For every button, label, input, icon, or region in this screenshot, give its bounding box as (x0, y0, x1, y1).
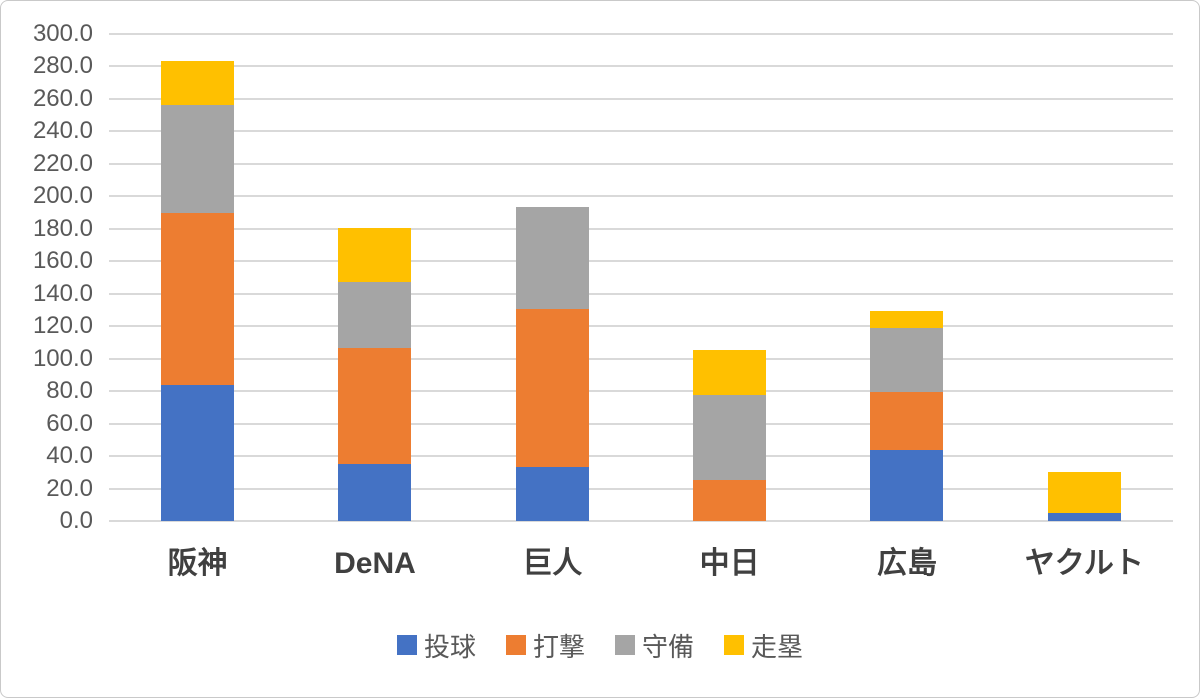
legend-swatch-icon (505, 635, 526, 655)
bar-segment-投球 (515, 467, 589, 521)
legend-label: 投球 (423, 631, 476, 662)
x-axis-label: DeNA (334, 547, 416, 580)
stacked-bar (161, 60, 235, 521)
y-axis-tick-label: 120.0 (32, 312, 93, 340)
legend-entry: 走塁 (724, 627, 803, 664)
bar-segment-守備 (870, 327, 944, 392)
legend-swatch-icon (724, 635, 745, 655)
bar-segment-打撃 (161, 213, 235, 386)
x-axis-label: ヤクルト (1024, 547, 1144, 580)
bar-segment-守備 (515, 206, 589, 310)
y-axis-tick-label: 160.0 (32, 247, 93, 275)
gridline (109, 33, 1173, 35)
bars-container (109, 34, 1173, 521)
legend-entry: 打撃 (505, 627, 585, 664)
gridline (109, 97, 1173, 100)
y-axis-tick-label: 20.0 (46, 474, 93, 502)
x-axis-label: 阪神 (167, 547, 228, 580)
stacked-bar (515, 206, 589, 521)
category-slot (109, 34, 286, 521)
y-axis-tick-label: 100.0 (32, 344, 93, 372)
y-axis-tick-label: 60.0 (46, 409, 93, 437)
gridline (109, 520, 1173, 522)
legend-entry: 投球 (396, 627, 476, 664)
category-slot (286, 34, 463, 521)
gridline (109, 195, 1173, 198)
gridline (109, 390, 1173, 393)
y-axis-tick-label: 140.0 (32, 279, 93, 307)
bar-segment-走塁 (870, 310, 944, 328)
bar-segment-打撃 (693, 479, 767, 521)
bar-segment-走塁 (338, 228, 412, 283)
legend-label: 守備 (642, 631, 695, 662)
gridline (109, 130, 1173, 133)
bar-segment-走塁 (161, 60, 235, 106)
legend-swatch-icon (615, 635, 635, 655)
category-slot (996, 34, 1173, 521)
y-axis-tick-label: 40.0 (46, 442, 93, 470)
bar-segment-投球 (161, 385, 235, 521)
y-axis-tick-label: 260.0 (32, 84, 93, 112)
legend-label: 走塁 (751, 631, 804, 662)
y-axis-tick-label: 220.0 (32, 149, 93, 177)
stacked-bar (1047, 472, 1121, 521)
legend-entry: 守備 (615, 627, 694, 664)
x-axis-label: 中日 (699, 547, 760, 580)
y-axis-tick-label: 200.0 (32, 182, 93, 210)
bar-segment-守備 (338, 282, 412, 349)
gridline (109, 162, 1173, 165)
gridline (109, 357, 1173, 360)
gridline (109, 260, 1173, 263)
bar-segment-投球 (338, 464, 412, 521)
y-axis-tick-label: 240.0 (32, 117, 93, 145)
bar-segment-守備 (161, 105, 235, 214)
y-axis-tick-label: 300.0 (32, 20, 93, 47)
gridline (109, 487, 1173, 490)
category-slot (818, 34, 995, 521)
gridline (109, 292, 1173, 295)
legend-label: 打撃 (532, 631, 585, 662)
category-slot (464, 34, 641, 521)
y-axis-tick-label: 80.0 (46, 377, 93, 405)
bar-segment-投球 (1047, 512, 1121, 521)
y-axis-tick-label: 180.0 (32, 214, 93, 242)
gridline (109, 325, 1173, 328)
bar-segment-走塁 (1047, 472, 1121, 513)
bar-segment-投球 (870, 450, 944, 521)
gridline (109, 65, 1173, 68)
bar-segment-打撃 (870, 391, 944, 451)
stacked-bar (693, 349, 767, 521)
gridline (109, 455, 1173, 458)
stacked-bar (870, 310, 944, 521)
y-axis-tick-label: 0.0 (59, 507, 93, 534)
y-axis-tick-label: 280.0 (32, 52, 93, 80)
y-axis: 0.0 20.0 40.0 60.0 80.0 100.0 120.0 140.0 160.0 1… (1, 1, 101, 697)
gridline (109, 422, 1173, 425)
stacked-bar (338, 228, 412, 521)
legend-swatch-icon (396, 635, 417, 655)
x-axis-label: 広島 (876, 547, 937, 580)
bar-segment-打撃 (515, 309, 589, 468)
gridline (109, 227, 1173, 230)
bar-segment-打撃 (338, 348, 412, 465)
x-axis-label: 巨人 (522, 547, 583, 580)
bar-segment-走塁 (693, 349, 767, 396)
bar-segment-守備 (693, 395, 767, 480)
category-slot (641, 34, 818, 521)
legend: 投球 打撃 守備 走塁 (1, 623, 1199, 667)
plot-area (109, 33, 1173, 522)
x-axis: 阪神 DeNA 巨人 中日 広島 ヤクルト (109, 541, 1173, 587)
